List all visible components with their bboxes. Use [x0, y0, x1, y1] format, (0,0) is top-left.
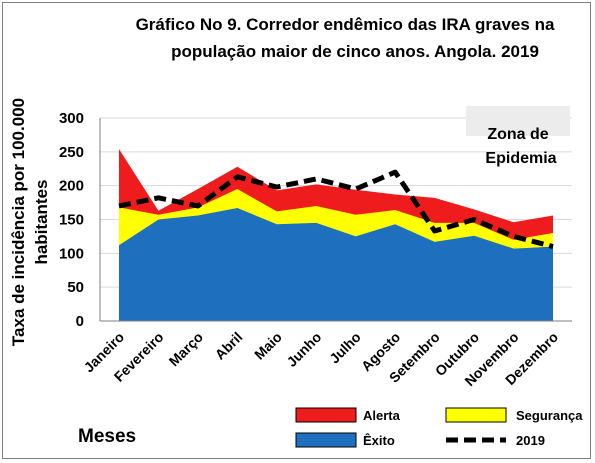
chart-subtitle: população maior de cinco anos. Angola. 2… — [171, 42, 539, 61]
y-axis-label: habitantes — [32, 179, 51, 264]
x-tick-label: Julho — [326, 329, 364, 367]
x-axis-label: Meses — [78, 426, 136, 447]
legend-swatch-segurana — [445, 407, 507, 423]
x-tick-label: Abril — [212, 329, 246, 363]
legend-swatch-alerta — [295, 407, 357, 423]
y-tick-label: 0 — [76, 313, 84, 330]
y-tick-label: 50 — [67, 279, 84, 296]
legend-swatch-xito — [295, 432, 357, 448]
epidemia-zone-box — [466, 106, 570, 136]
y-tick-label: 100 — [59, 245, 84, 262]
legend-label: Segurança — [516, 408, 583, 423]
y-tick-label: 300 — [59, 110, 84, 127]
x-tick-label: Junho — [283, 329, 324, 370]
y-tick-label: 150 — [59, 212, 84, 229]
y-tick-label: 200 — [59, 178, 84, 195]
chart-title: Gráfico No 9. Corredor endêmico das IRA … — [136, 15, 555, 34]
x-tick-label: Maio — [251, 329, 285, 363]
exito-area — [119, 207, 553, 321]
legend-label: Alerta — [363, 408, 401, 423]
legend-label: 2019 — [516, 433, 545, 448]
y-axis-label: Taxa de incidência por 100.000 — [9, 98, 28, 346]
annotation-epidemia: Epidemia — [485, 150, 556, 167]
x-tick-label: Março — [166, 329, 206, 369]
y-tick-label: 250 — [59, 144, 84, 161]
annotation-zona-de: Zona de — [487, 126, 548, 143]
legend-label: Êxito — [363, 433, 395, 448]
series-2019-line — [118, 169, 554, 249]
